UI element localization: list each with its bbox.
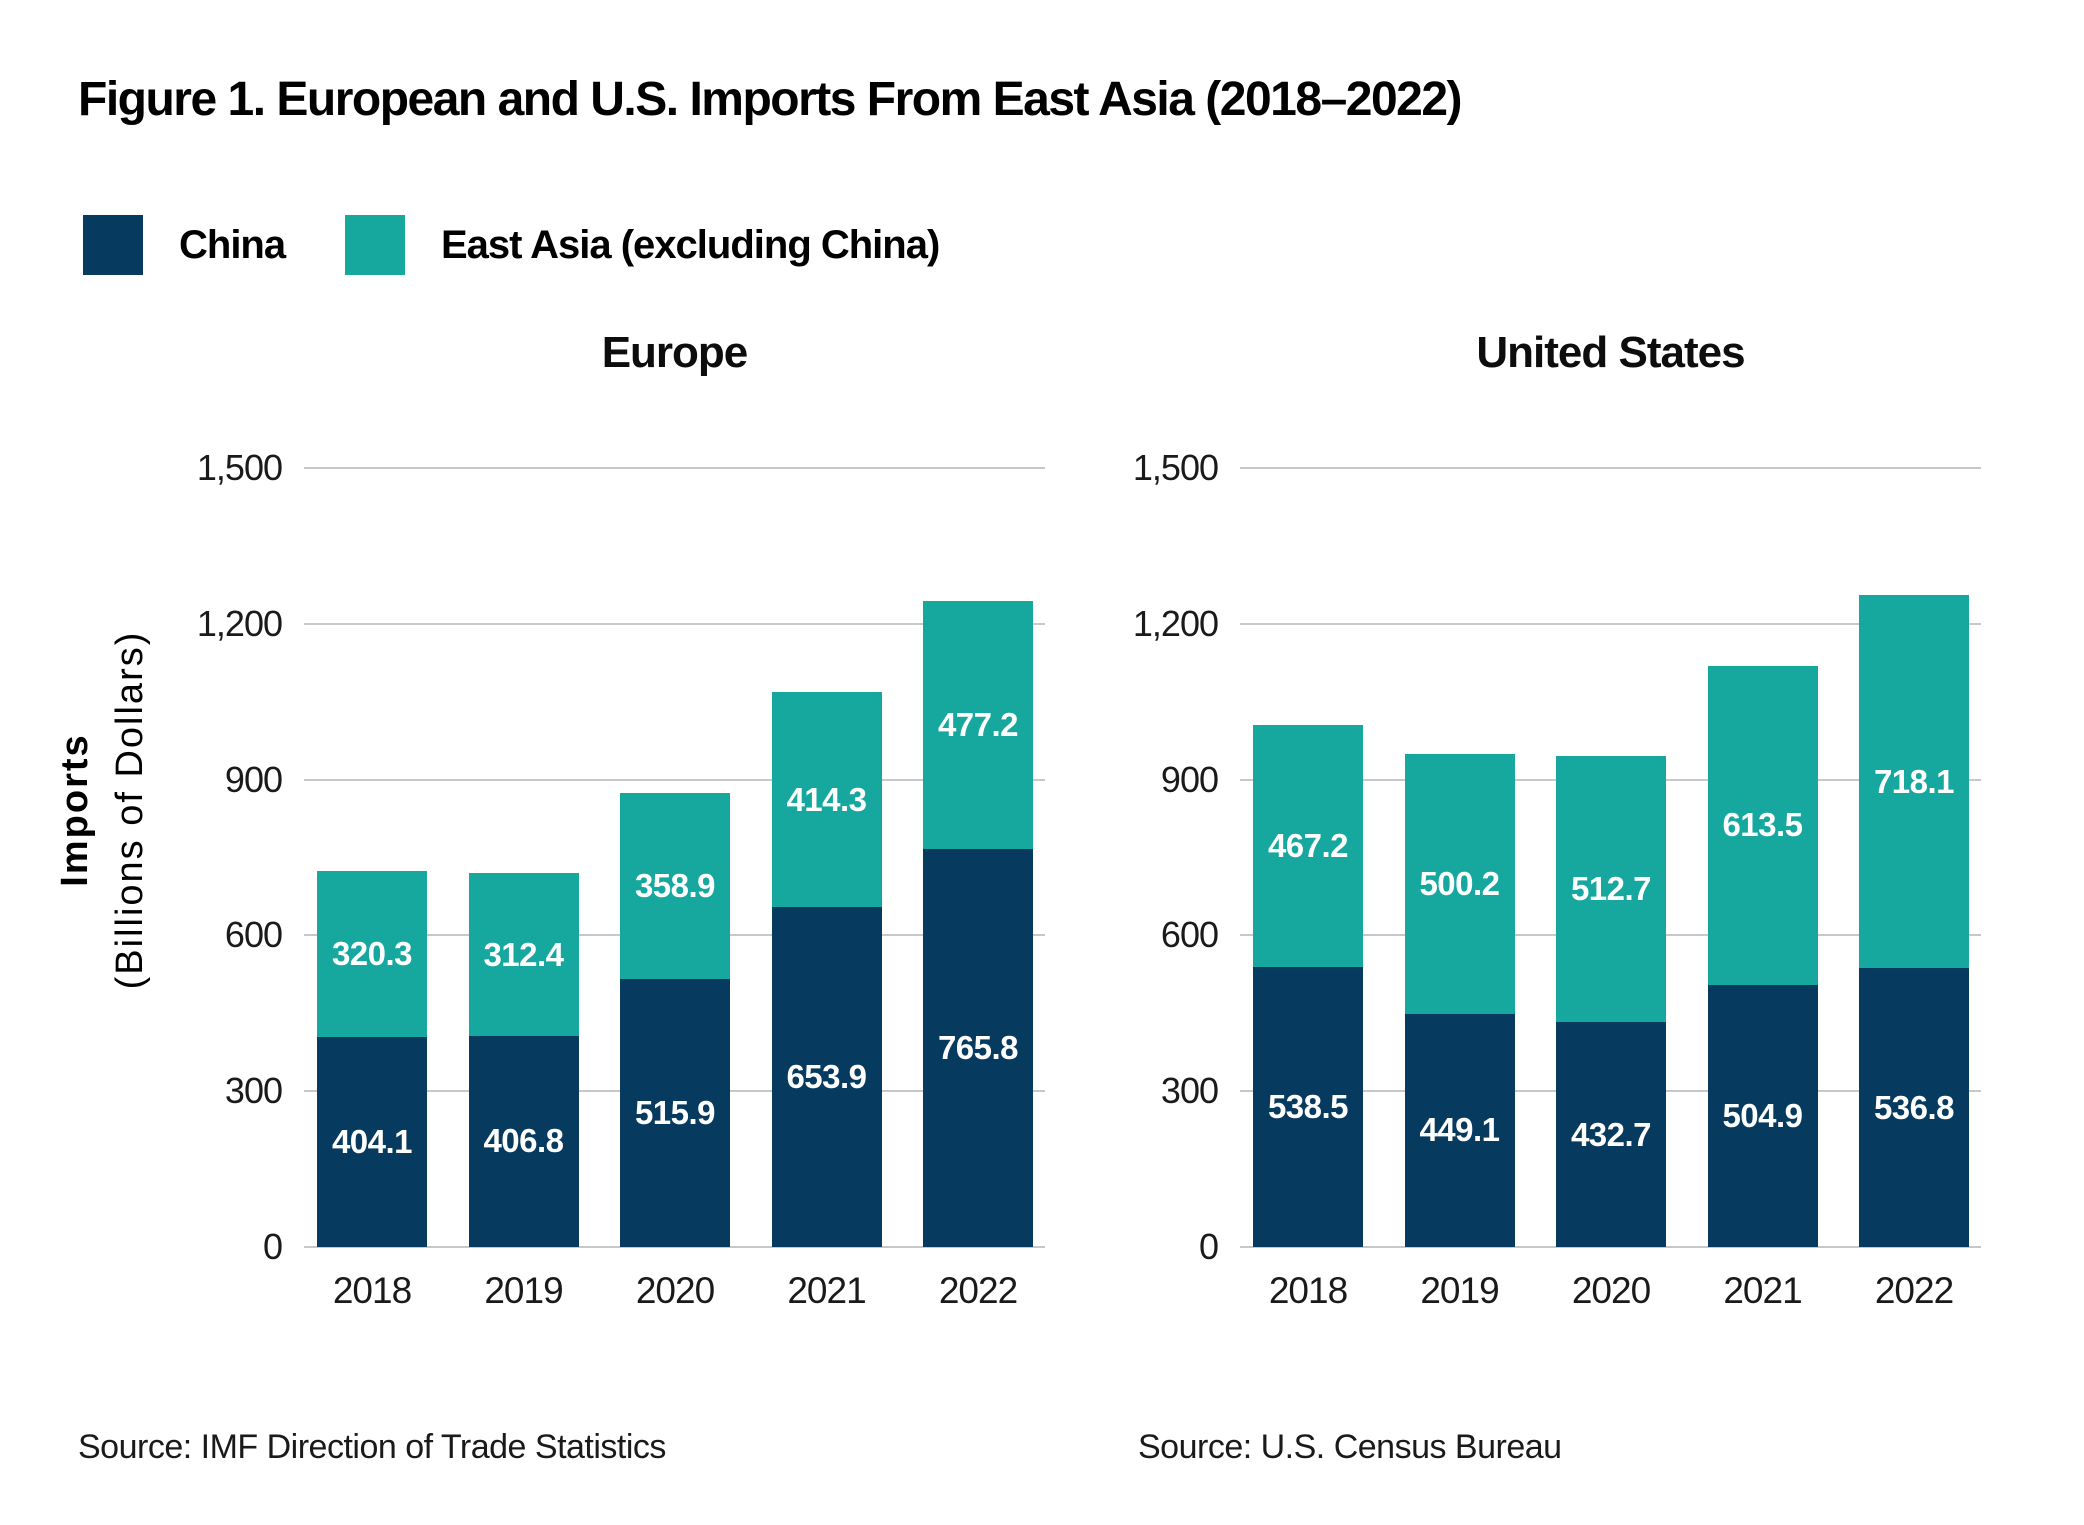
bar-china-europe-2018 (317, 1037, 427, 1247)
bar-value-east-asia-europe-2021: 414.3 (786, 780, 867, 818)
x-tick-label-europe-2018: 2018 (332, 1270, 412, 1311)
bar-value-china-united-states-2020: 432.7 (1570, 1115, 1652, 1153)
bar-value-china-europe-2018: 404.1 (331, 1123, 413, 1161)
y-tick-label-united-states-0: 0 (1198, 1226, 1219, 1267)
x-tick-label-united-states-2020: 2020 (1571, 1270, 1651, 1311)
y-tick-label-united-states-900: 900 (1160, 758, 1219, 800)
bar-east-asia-united-states-2018 (1253, 724, 1363, 968)
gridline-united-states-1200 (1240, 622, 1981, 625)
y-tick-label-united-states-600: 600 (1160, 914, 1219, 956)
gridline-europe-1500 (304, 467, 1045, 469)
y-tick-label-europe-600: 600 (224, 914, 283, 956)
bar-china-europe-2019 (468, 1035, 579, 1247)
source-united-states: Source: U.S. Census Bureau (1138, 1428, 1562, 1466)
bar-east-asia-europe-2018 (317, 870, 427, 1038)
bar-value-east-asia-united-states-2019: 500.2 (1419, 864, 1500, 902)
y-tick-label-united-states-1200: 1,200 (1132, 602, 1219, 644)
x-tick-label-united-states-2021: 2021 (1723, 1270, 1802, 1311)
chart-title-europe: Europe (601, 328, 749, 377)
bar-east-asia-united-states-2020 (1556, 756, 1666, 1023)
bar-east-asia-europe-2022 (923, 601, 1033, 850)
y-tick-label-united-states-1500: 1,500 (1132, 447, 1219, 488)
x-tick-label-united-states-2018: 2018 (1268, 1270, 1348, 1311)
y-tick-label-europe-1500: 1,500 (196, 447, 283, 488)
bar-value-china-united-states-2022: 536.8 (1873, 1088, 1955, 1126)
bar-china-united-states-2019 (1404, 1013, 1515, 1247)
source-europe: Source: IMF Direction of Trade Statistic… (78, 1428, 666, 1466)
x-tick-label-europe-2022: 2022 (938, 1270, 1018, 1311)
bar-value-china-united-states-2021: 504.9 (1722, 1096, 1803, 1134)
gridline-united-states-0 (1240, 1246, 1981, 1248)
gridline-united-states-1500 (1240, 467, 1981, 469)
legend-swatch-china (83, 215, 143, 275)
bar-china-united-states-2018 (1253, 967, 1363, 1247)
y-tick-label-europe-0: 0 (262, 1226, 283, 1267)
x-tick-label-united-states-2022: 2022 (1874, 1270, 1954, 1311)
legend-item-china: China (83, 215, 286, 275)
bar-value-east-asia-united-states-2020: 512.7 (1570, 870, 1652, 908)
bar-value-east-asia-united-states-2018: 467.2 (1267, 827, 1349, 865)
y-tick-label-europe-1200: 1,200 (196, 602, 283, 644)
x-tick-label-europe-2021: 2021 (787, 1270, 866, 1311)
y-tick-label-europe-900: 900 (224, 758, 283, 800)
legend-label-east-asia: East Asia (excluding China) (441, 222, 940, 267)
legend-swatch-east-asia (345, 215, 405, 275)
bar-value-east-asia-europe-2019: 312.4 (483, 935, 564, 973)
bar-value-east-asia-europe-2022: 477.2 (937, 706, 1019, 744)
bar-china-europe-2020 (620, 979, 730, 1247)
chart-title-united-states: United States (1476, 328, 1745, 377)
bar-china-united-states-2020 (1556, 1022, 1666, 1247)
bar-east-asia-united-states-2019 (1404, 753, 1515, 1014)
gridline-europe-1200 (304, 622, 1045, 625)
bar-value-china-europe-2019: 406.8 (483, 1122, 564, 1160)
bar-value-china-united-states-2019: 449.1 (1419, 1111, 1500, 1149)
y-tick-label-europe-300: 300 (224, 1070, 283, 1112)
bar-china-united-states-2021 (1707, 984, 1818, 1247)
legend-item-east-asia: East Asia (excluding China) (345, 215, 940, 275)
figure-title: Figure 1. European and U.S. Imports From… (78, 73, 1463, 126)
x-tick-label-europe-2019: 2019 (484, 1270, 563, 1311)
y-axis-title-imports: Imports (54, 733, 96, 887)
bar-east-asia-europe-2019 (468, 873, 579, 1036)
bar-value-china-europe-2022: 765.8 (937, 1029, 1019, 1067)
bar-china-europe-2022 (923, 849, 1033, 1247)
bar-east-asia-united-states-2022 (1859, 595, 1969, 969)
bar-value-east-asia-europe-2020: 358.9 (634, 866, 716, 904)
x-tick-label-united-states-2019: 2019 (1420, 1270, 1499, 1311)
bar-value-china-europe-2020: 515.9 (634, 1094, 716, 1132)
bar-value-china-europe-2021: 653.9 (786, 1058, 867, 1096)
bar-value-east-asia-europe-2018: 320.3 (331, 934, 413, 972)
y-tick-label-united-states-300: 300 (1160, 1070, 1219, 1112)
bar-value-east-asia-united-states-2022: 718.1 (1873, 762, 1955, 800)
bar-value-china-united-states-2018: 538.5 (1267, 1088, 1349, 1126)
gridline-europe-0 (304, 1246, 1045, 1248)
gridline-europe-900 (304, 778, 1045, 781)
bar-east-asia-europe-2020 (620, 792, 730, 980)
bar-east-asia-united-states-2021 (1707, 666, 1818, 985)
bar-east-asia-europe-2021 (771, 692, 882, 908)
legend-label-china: China (179, 222, 286, 267)
bar-china-united-states-2022 (1859, 968, 1969, 1247)
x-tick-label-europe-2020: 2020 (635, 1270, 715, 1311)
bar-china-europe-2021 (771, 907, 882, 1247)
bar-value-east-asia-united-states-2021: 613.5 (1722, 806, 1803, 844)
